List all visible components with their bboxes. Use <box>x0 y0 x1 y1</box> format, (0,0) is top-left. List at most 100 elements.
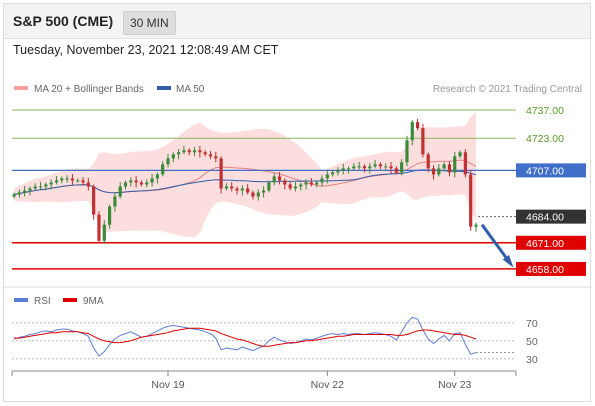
candle-body <box>426 154 430 169</box>
candle-body <box>76 180 80 182</box>
candle-body <box>150 178 154 183</box>
candle-body <box>283 180 287 185</box>
candle-body <box>107 206 112 225</box>
candle-body <box>357 166 361 168</box>
candle-body <box>177 152 181 155</box>
timeframe-badge[interactable]: 30 MIN <box>123 11 176 35</box>
candle-body <box>362 166 367 169</box>
candle-body <box>65 178 69 180</box>
candle-body <box>203 152 207 155</box>
copyright-text: Research © 2021 Trading Central <box>433 84 582 95</box>
candle-body <box>288 184 292 189</box>
candle-body <box>38 186 43 188</box>
bollinger-legend-label: MA 20 + Bollinger Bands <box>34 84 144 95</box>
rsi-ma-legend-label: 9MA <box>83 296 104 307</box>
candle-body <box>161 164 165 175</box>
candle-body <box>320 178 324 183</box>
last-price-box <box>516 209 586 224</box>
pivot-label: 4707.00 <box>526 165 564 177</box>
x-axis: Nov 19 Nov 22 Nov 23 <box>11 370 517 391</box>
candle-body <box>394 168 398 173</box>
candle-body <box>171 154 175 159</box>
x-axis-tick-label: Nov 23 <box>438 379 471 391</box>
candle-body <box>113 196 117 207</box>
candle-body <box>129 180 133 183</box>
candle-body <box>309 182 313 185</box>
candle-body <box>400 162 404 173</box>
ma50-legend-swatch <box>157 86 171 90</box>
candle-body <box>23 190 27 193</box>
candle-body <box>230 186 234 189</box>
candle-body <box>208 154 213 157</box>
chart-header: S&P 500 (CME) 30 MIN <box>4 4 590 39</box>
candle-body <box>235 188 239 191</box>
candle-body <box>145 182 149 185</box>
chart-frame <box>3 3 591 402</box>
candle-body <box>384 166 388 168</box>
rsi-tick-label: 70 <box>526 318 538 330</box>
support-label: 4658.00 <box>526 264 564 276</box>
candle-body <box>405 140 409 163</box>
bollinger-band-area <box>14 111 476 238</box>
candle-body <box>54 180 59 183</box>
rsi-legend: RSI 9MA <box>14 296 104 307</box>
candle-body <box>272 176 276 183</box>
candle-body <box>28 188 32 191</box>
candle-body <box>155 174 159 179</box>
candle-body <box>102 224 106 241</box>
moving-averages <box>13 159 477 195</box>
candle-body <box>447 164 452 173</box>
forecast-arrow <box>480 223 514 268</box>
candle-body <box>17 192 21 195</box>
pivot-label-box <box>516 163 586 178</box>
rsi-panel: 70 50 30 <box>12 316 538 366</box>
candle-body <box>134 180 138 183</box>
ma50-line <box>13 169 477 195</box>
candle-body <box>261 190 266 193</box>
candle-body <box>315 182 319 185</box>
candle-body <box>415 122 420 129</box>
timestamp: Tuesday, November 23, 2021 12:08:49 AM C… <box>13 43 279 57</box>
candle-body <box>224 186 229 189</box>
candle-body <box>346 168 351 170</box>
candle-body <box>12 194 16 197</box>
rsi-tick-label: 50 <box>526 336 538 348</box>
candle-body <box>246 188 250 193</box>
price-legend: MA 20 + Bollinger Bands MA 50 Research ©… <box>14 84 582 95</box>
resistance-label: 4737.00 <box>526 105 564 117</box>
candle-body <box>336 170 340 173</box>
instrument-title: S&P 500 (CME) <box>13 13 114 29</box>
candle-body <box>299 184 303 187</box>
candle-body <box>458 152 462 157</box>
candle-body <box>277 176 282 181</box>
candle-body <box>293 186 298 189</box>
level-labels: 4737.00 4723.00 4707.00 4684.00 4671.00 4658.… <box>516 105 586 276</box>
candle-body <box>86 182 90 187</box>
candle-body <box>60 178 64 181</box>
candle-body <box>70 178 75 181</box>
rsi-legend-swatch <box>14 298 28 302</box>
candle-body <box>192 150 197 153</box>
candle-body <box>92 186 96 215</box>
candle-body <box>410 122 414 141</box>
candle-body <box>352 166 356 169</box>
candle-body <box>331 172 335 175</box>
candle-body <box>341 168 345 171</box>
rsi-legend-label: RSI <box>34 296 51 307</box>
candle-body <box>463 152 467 175</box>
candle-body <box>97 214 101 241</box>
candle-body <box>166 158 170 165</box>
forecast-arrow-head <box>502 254 514 268</box>
candle-body <box>431 168 436 175</box>
x-axis-tick-label: Nov 19 <box>151 379 184 391</box>
rsi-tick-label: 30 <box>526 354 538 366</box>
candle-body <box>219 158 223 189</box>
forecast-arrow-shaft <box>480 223 512 264</box>
resistance-label: 4723.00 <box>526 133 564 145</box>
candle-body <box>256 192 260 197</box>
candle-body <box>304 182 308 185</box>
candle-body <box>421 128 425 155</box>
candle-body <box>373 164 377 167</box>
candle-body <box>49 182 53 185</box>
